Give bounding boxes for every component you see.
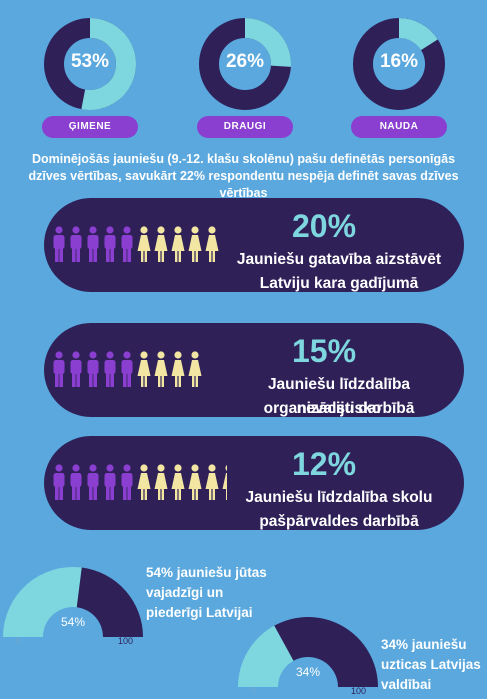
people-pictogram-3 <box>53 464 227 500</box>
donut-chart-2: 26% <box>199 18 291 110</box>
person-icon-male <box>104 226 116 262</box>
category-pill-gimene: ĢIMENE <box>42 116 138 138</box>
stat-card-1: 20% Jauniešu gatavība aizstāvēt Latviju … <box>44 198 464 292</box>
person-icon-female <box>171 226 185 262</box>
person-icon-male <box>121 351 133 387</box>
stat-card-2: 15% Jauniešu līdzdalība nevalstisko orga… <box>44 323 464 417</box>
person-icon-female <box>154 351 168 387</box>
category-pill-draugi: DRAUGI <box>197 116 293 138</box>
stat-text-2a: Jauniešu līdzdalība nevalstisko <box>267 376 411 417</box>
donut-arc-1 <box>81 18 136 110</box>
person-icon-female <box>137 351 151 387</box>
gauge-value-1: 54% <box>60 615 86 629</box>
gauge-fill <box>3 567 82 637</box>
person-icon-female <box>171 351 185 387</box>
person-icon-female <box>205 226 219 262</box>
person-icon-female <box>188 226 202 262</box>
gauge-text-1-line-2: vajadzīgi un <box>146 585 224 600</box>
values-description: Dominējošās jauniešu (9.-12. klašu skolē… <box>28 152 459 200</box>
person-icon-female <box>171 464 185 500</box>
gauge-text-1: 54% jauniešu jūtas vajadzīgi un piederīg… <box>146 563 267 623</box>
stat-text-3b: pašpārvaldes darbībā <box>259 513 419 530</box>
person-icon-male <box>53 351 65 387</box>
stat-value-1: 20% <box>291 208 357 244</box>
stat-text-2b: organizāciju darbībā <box>263 400 415 417</box>
donut-value-1: 53% <box>70 51 110 72</box>
gauge-text-2-line-1: 34% jauniešu <box>381 637 467 652</box>
donut-svg-3 <box>353 18 445 110</box>
person-icon-male <box>121 226 133 262</box>
person-icon-female <box>154 464 168 500</box>
stat-value-2: 15% <box>291 333 357 369</box>
person-icon-male <box>104 464 116 500</box>
person-icon-female <box>137 464 151 500</box>
gauge-remainder <box>76 567 143 637</box>
donut-chart-3: 16% <box>353 18 445 110</box>
person-icon-female <box>137 226 151 262</box>
gauge-chart-2 <box>238 617 378 687</box>
gauge-max-1: 100 <box>118 636 134 646</box>
gauge-text-2: 34% jauniešu uzticas Latvijas valdībai <box>381 635 481 695</box>
stat-card-3: 12% Jauniešu līdzdalība skolu pašpārvald… <box>44 436 464 530</box>
donut-chart-1: 53% <box>44 18 136 110</box>
gauge-max-2: 100 <box>351 686 367 696</box>
person-icon-female <box>205 464 219 500</box>
person-icon-male <box>104 351 116 387</box>
stat-value-3: 12% <box>291 446 357 482</box>
stat-text-1b: Latviju kara gadījumā <box>259 275 419 292</box>
person-icon-female <box>188 351 202 387</box>
donut-arc-2 <box>244 18 291 67</box>
donut-arc-3 <box>398 18 438 51</box>
person-icon-male <box>53 226 65 262</box>
person-icon-male <box>53 464 65 500</box>
people-pictogram-1 <box>53 226 219 262</box>
gauge-chart-1 <box>3 567 143 637</box>
gauge-text-2-line-3: valdībai <box>381 677 432 692</box>
stat-text-1a: Jauniešu gatavība aizstāvēt <box>236 251 442 268</box>
donut-svg-1 <box>44 18 136 110</box>
person-icon-female <box>188 464 202 500</box>
person-icon-female <box>154 226 168 262</box>
person-icon-male <box>70 464 82 500</box>
person-icon-male <box>87 351 99 387</box>
gauge-text-1-line-3: piederīgi Latvijai <box>146 605 253 620</box>
person-icon-male <box>70 226 82 262</box>
people-pictogram-2 <box>53 351 202 387</box>
stat-text-3a: Jauniešu līdzdalība skolu <box>245 489 433 506</box>
gauge-text-2-line-2: uzticas Latvijas <box>381 657 481 672</box>
gauge-remainder <box>274 617 378 687</box>
donut-value-3: 16% <box>379 51 419 72</box>
gauge-text-1-line-1: 54% jauniešu jūtas <box>146 565 267 580</box>
category-pill-nauda: NAUDA <box>351 116 447 138</box>
person-icon-male <box>121 464 133 500</box>
person-icon-male <box>87 226 99 262</box>
donut-value-2: 26% <box>225 51 265 72</box>
person-icon-male <box>87 464 99 500</box>
gauge-value-2: 34% <box>295 665 321 679</box>
person-icon-male <box>70 351 82 387</box>
gauge-fill <box>238 625 294 687</box>
person-icon-female <box>222 465 227 500</box>
gauge-min-2: 0 <box>251 686 257 696</box>
donut-svg-2 <box>199 18 291 110</box>
gauge-min-1: 0 <box>16 636 22 646</box>
